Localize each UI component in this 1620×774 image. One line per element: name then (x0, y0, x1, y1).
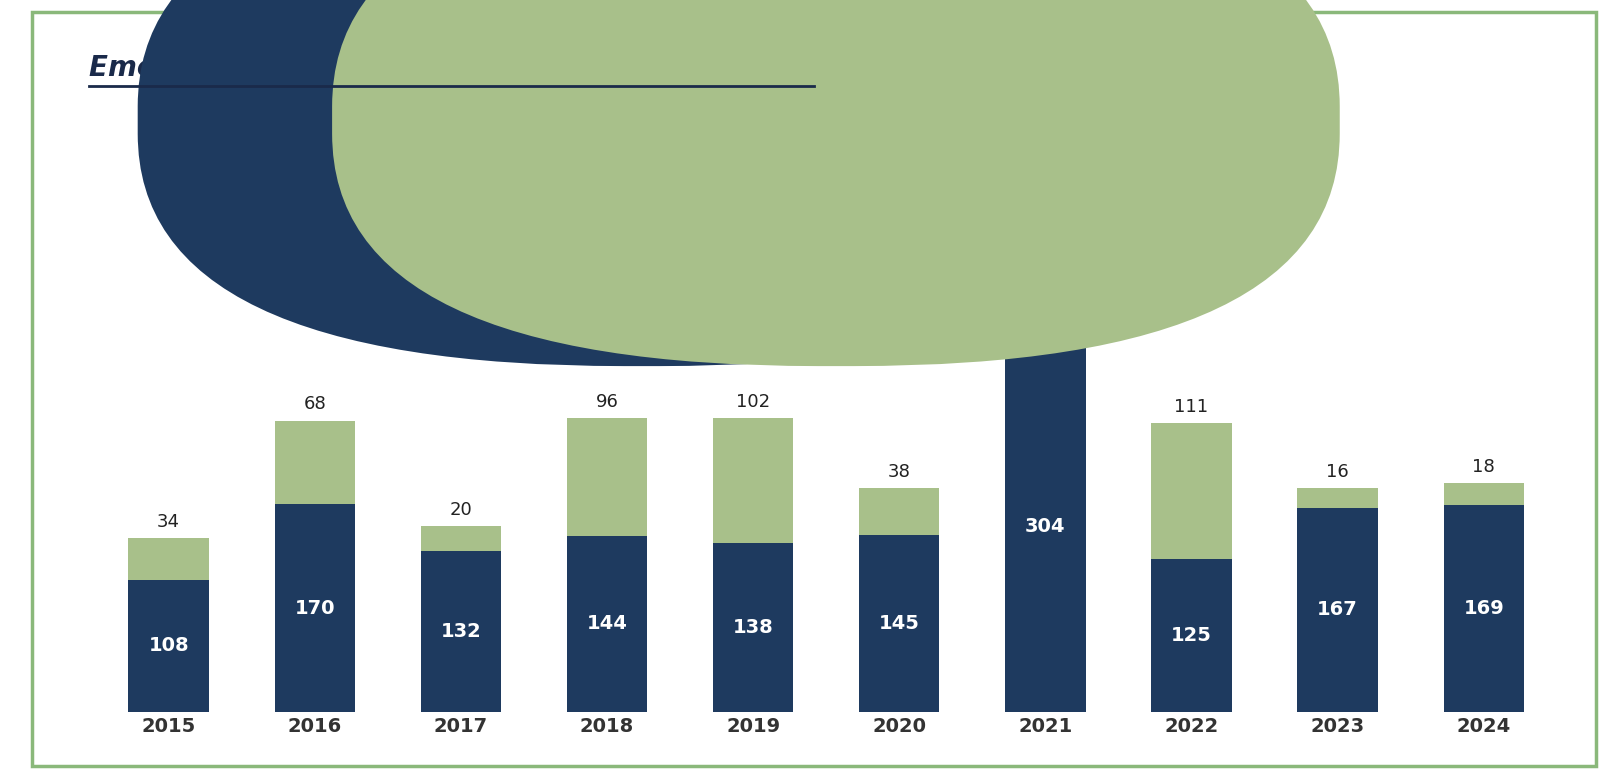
Text: 111: 111 (1174, 398, 1209, 416)
Bar (128, 538, 209, 580)
Text: 125: 125 (1171, 626, 1212, 645)
Text: 132: 132 (441, 622, 481, 641)
Bar (1298, 488, 1377, 508)
Text: 145: 145 (878, 614, 920, 633)
Bar (275, 504, 355, 712)
Text: 102: 102 (735, 393, 770, 411)
Bar (1004, 265, 1085, 340)
Bar (1298, 508, 1377, 712)
Bar (1152, 423, 1231, 559)
Text: 18: 18 (1473, 458, 1495, 476)
Text: 34: 34 (157, 513, 180, 531)
Bar (421, 550, 501, 712)
Bar (1152, 559, 1231, 712)
Text: 68: 68 (303, 396, 326, 413)
Text: 138: 138 (732, 618, 773, 637)
Bar (1443, 483, 1524, 505)
Bar (128, 580, 209, 712)
Bar (859, 488, 940, 535)
Text: 170: 170 (295, 598, 335, 618)
Text: Emergency Shelter Bed Availability and Usage: Emergency Shelter Bed Availability and U… (89, 54, 813, 82)
Text: 108: 108 (149, 636, 190, 656)
Bar (421, 526, 501, 550)
Bar (567, 418, 648, 536)
Text: Beds Used: Beds Used (664, 111, 760, 129)
Bar (275, 421, 355, 504)
Text: 169: 169 (1463, 599, 1503, 618)
Bar (1004, 340, 1085, 712)
Text: 167: 167 (1317, 601, 1358, 619)
Bar (713, 543, 794, 712)
Text: 20: 20 (449, 501, 473, 519)
Text: 38: 38 (888, 463, 910, 481)
Bar (1443, 505, 1524, 712)
Text: Beds Available: Beds Available (859, 111, 991, 129)
Text: 61: 61 (1034, 240, 1056, 258)
Text: 96: 96 (596, 393, 619, 411)
Text: 16: 16 (1327, 463, 1349, 481)
Text: 304: 304 (1025, 516, 1066, 536)
Bar (713, 418, 794, 543)
Bar (567, 536, 648, 712)
Bar (859, 535, 940, 712)
Text: 144: 144 (586, 615, 627, 633)
